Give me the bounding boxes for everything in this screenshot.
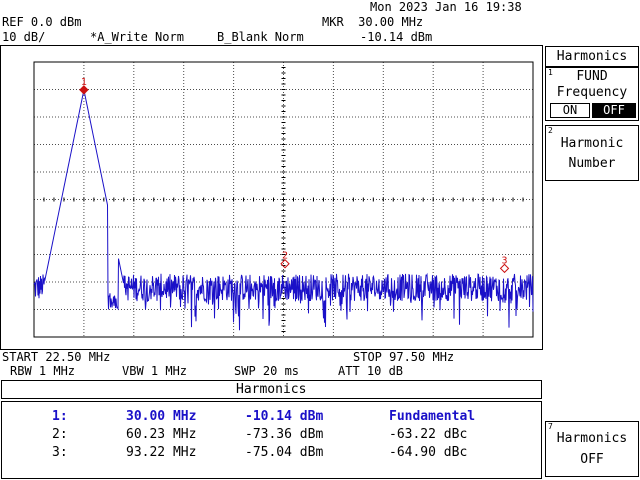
harmonic-relative: -63.22 dBc [389, 427, 468, 442]
harmonic-frequency: 93.22 MHz [126, 445, 197, 460]
datetime: Mon 2023 Jan 16 19:38 [370, 0, 522, 14]
harmonic-level: -73.36 dBm [245, 427, 324, 442]
softkey-label-line2: Frequency [556, 85, 628, 100]
harmonic-relative: -64.90 dBc [389, 445, 468, 460]
harmonics-table-title: Harmonics [236, 382, 307, 397]
harmonics-table: 1: 30.00 MHz -10.14 dBm Fundamental 2: 6… [1, 401, 542, 479]
softkey-label-line2: OFF [580, 452, 604, 467]
graticule [33, 61, 534, 338]
marker-2-diamond [280, 259, 290, 269]
display-frame [0, 45, 543, 350]
marker-3-diamond [499, 263, 510, 274]
trace-line [33, 88, 534, 331]
marker-level: -10.14 dBm [360, 30, 433, 44]
marker-1-diamond [79, 85, 89, 95]
marker-frequency: MKR 30.00 MHz [322, 15, 424, 29]
rbw-setting: RBW 1 MHz [10, 364, 76, 378]
harmonic-level: -10.14 dBm [245, 409, 324, 424]
harmonic-relative: Fundamental [389, 409, 476, 424]
reference-level: REF 0.0 dBm [2, 15, 82, 29]
harmonic-row-2: 2: 60.23 MHz -73.36 dBm -63.22 dBc [2, 426, 542, 443]
softkey-label-line1: Harmonics [556, 431, 628, 446]
softkey-menu-title: Harmonics [545, 46, 639, 67]
harmonic-index: 1: [52, 409, 68, 424]
harmonic-index: 2: [52, 427, 68, 442]
marker-set: 1 2 3 [79, 77, 510, 274]
softkey-label-line1: Harmonic [560, 136, 624, 151]
fund-frequency-softkey[interactable]: 1 FUND Frequency ON OFF [545, 67, 639, 121]
harmonics-title-box [1, 380, 542, 399]
trace-a-mode: *A_Write Norm [90, 30, 184, 44]
scale-per-div: 10 dB/ [2, 30, 46, 44]
softkey-label-line1: FUND [576, 69, 608, 84]
stop-frequency: STOP 97.50 MHz [353, 350, 455, 364]
start-frequency: START 22.50 MHz [2, 350, 111, 364]
softkey-index: 2 [548, 126, 553, 135]
marker-3-label: 3 [502, 255, 508, 266]
marker-2-label: 2 [282, 251, 288, 262]
harmonic-index: 3: [52, 445, 68, 460]
harmonic-frequency: 60.23 MHz [126, 427, 197, 442]
marker-1-label: 1 [81, 77, 87, 88]
softkey-index: 1 [548, 68, 553, 77]
attenuation: ATT 10 dB [338, 364, 404, 378]
spectrum-trace [33, 88, 534, 331]
harmonics-off-softkey[interactable]: 7 Harmonics OFF [545, 421, 639, 477]
harmonic-row-3: 3: 93.22 MHz -75.04 dBm -64.90 dBc [2, 444, 542, 461]
harmonic-frequency: 30.00 MHz [126, 409, 197, 424]
off-option-selected[interactable]: OFF [592, 103, 636, 118]
harmonic-row-1: 1: 30.00 MHz -10.14 dBm Fundamental [2, 408, 542, 425]
softkey-label-line2: Number [568, 156, 616, 171]
on-option[interactable]: ON [550, 103, 590, 118]
vbw-setting: VBW 1 MHz [122, 364, 188, 378]
sweep-time: SWP 20 ms [234, 364, 300, 378]
trace-b-mode: B_Blank Norm [217, 30, 304, 44]
harmonic-number-softkey[interactable]: 2 Harmonic Number [545, 125, 639, 181]
harmonic-level: -75.04 dBm [245, 445, 324, 460]
softkey-index: 7 [548, 422, 553, 431]
